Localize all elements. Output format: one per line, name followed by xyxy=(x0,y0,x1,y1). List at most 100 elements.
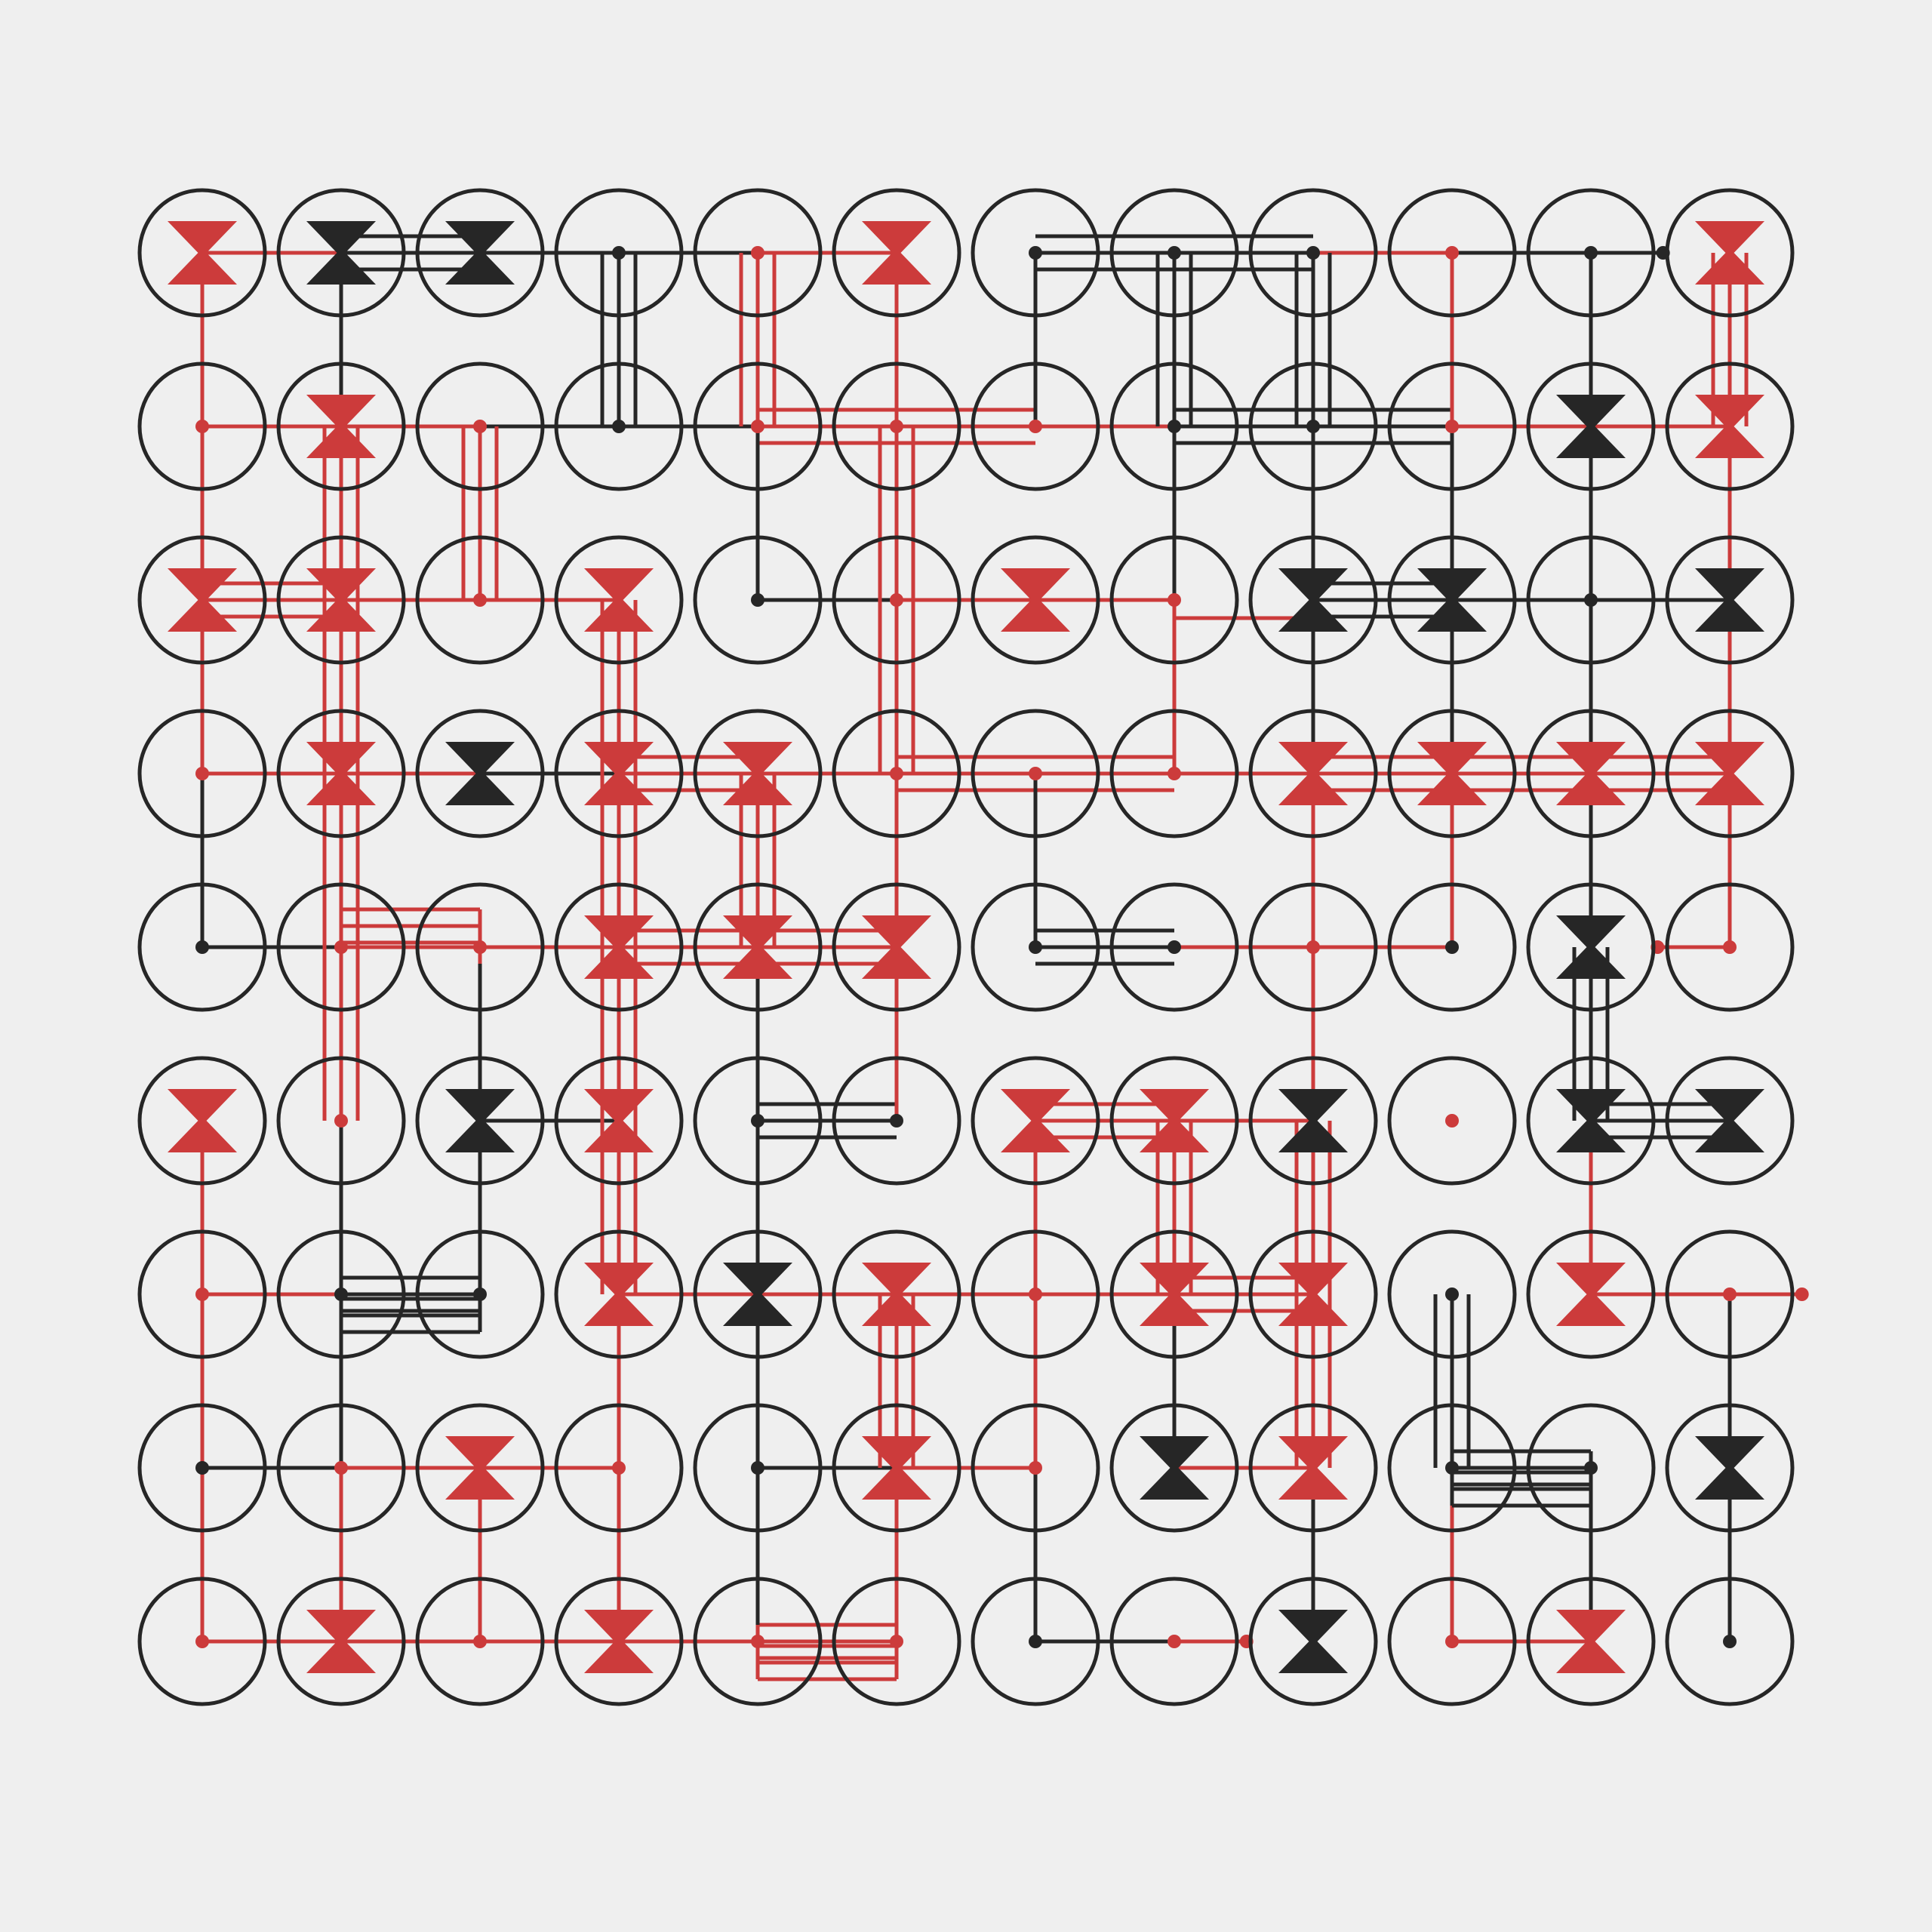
node-dot-glyph xyxy=(1306,940,1320,954)
node-layer xyxy=(137,188,1795,1706)
node-dot-glyph xyxy=(1168,1635,1181,1648)
node-dot-glyph xyxy=(195,1287,209,1301)
node-dot-glyph xyxy=(334,1287,348,1301)
node-circle xyxy=(693,1577,823,1706)
bowtie-glyph xyxy=(862,1436,931,1500)
bowtie-glyph xyxy=(306,395,376,458)
bowtie-glyph xyxy=(306,568,376,632)
node-dot-glyph xyxy=(1445,246,1459,260)
node-circle xyxy=(1526,882,1656,1012)
node-dot-glyph xyxy=(751,420,764,433)
node-circle xyxy=(1665,709,1795,838)
node-circle xyxy=(1387,1229,1517,1359)
bowtie-glyph xyxy=(584,1610,654,1673)
node-circle xyxy=(415,1403,545,1533)
node-circle xyxy=(832,1577,961,1706)
bowtie-glyph xyxy=(1001,568,1070,632)
bowtie-glyph xyxy=(1556,395,1626,458)
bowtie-glyph xyxy=(1140,1263,1209,1326)
bowtie-glyph xyxy=(445,1436,515,1500)
bowtie-glyph xyxy=(306,1610,376,1673)
node-circle xyxy=(1526,1577,1656,1706)
node-circle xyxy=(276,1056,406,1186)
node-circle xyxy=(137,1577,267,1706)
node-circle xyxy=(415,882,545,1012)
node-circle xyxy=(971,361,1100,491)
node-circle xyxy=(693,188,823,318)
node-circle xyxy=(1248,188,1378,318)
node-circle xyxy=(693,709,823,838)
node-circle xyxy=(137,188,267,318)
node-circle xyxy=(1526,535,1656,665)
node-circle xyxy=(276,1577,406,1706)
node-circle xyxy=(415,188,545,318)
node-circle xyxy=(415,1577,545,1706)
bowtie-glyph xyxy=(1140,1436,1209,1500)
bowtie-glyph xyxy=(1556,1263,1626,1326)
node-circle xyxy=(1526,1403,1656,1533)
node-circle xyxy=(276,535,406,665)
bowtie-glyph xyxy=(1278,568,1348,632)
bowtie-glyph xyxy=(1278,1436,1348,1500)
node-circle xyxy=(693,535,823,665)
node-dot-glyph xyxy=(890,767,903,780)
node-dot-glyph xyxy=(1306,420,1320,433)
bowtie-glyph xyxy=(1556,1089,1626,1152)
node-circle xyxy=(971,1056,1100,1186)
node-circle xyxy=(1665,1577,1795,1706)
node-dot-glyph xyxy=(195,940,209,954)
node-circle xyxy=(554,1056,684,1186)
node-circle xyxy=(971,188,1100,318)
bowtie-glyph xyxy=(1556,1610,1626,1673)
bowtie-glyph xyxy=(584,915,654,979)
bowtie-glyph xyxy=(445,1089,515,1152)
node-circle xyxy=(1248,1577,1378,1706)
node-circle xyxy=(971,535,1100,665)
node-circle xyxy=(1387,535,1517,665)
node-circle xyxy=(1387,1056,1517,1186)
node-circle xyxy=(1248,1403,1378,1533)
node-dot-glyph xyxy=(612,1461,626,1475)
node-circle xyxy=(832,709,961,838)
bowtie-glyph xyxy=(1695,395,1764,458)
node-circle xyxy=(1248,361,1378,491)
node-circle xyxy=(554,188,684,318)
node-dot-glyph xyxy=(195,1461,209,1475)
node-circle xyxy=(832,535,961,665)
glyph-layer xyxy=(168,221,1764,1673)
node-circle xyxy=(971,709,1100,838)
node-circle xyxy=(1665,1403,1795,1533)
node-circle xyxy=(1248,709,1378,838)
bowtie-glyph xyxy=(862,221,931,285)
node-circle xyxy=(971,1403,1100,1533)
bowtie-glyph xyxy=(1556,742,1626,805)
node-circle xyxy=(1387,882,1517,1012)
node-dot-glyph xyxy=(1445,1114,1459,1128)
node-circle xyxy=(1526,709,1656,838)
node-dot-glyph xyxy=(334,1461,348,1475)
node-circle xyxy=(1665,1056,1795,1186)
node-circle xyxy=(276,709,406,838)
node-circle xyxy=(415,535,545,665)
node-dot-glyph xyxy=(612,420,626,433)
node-circle xyxy=(1387,1403,1517,1533)
node-dot-glyph xyxy=(612,246,626,260)
node-circle xyxy=(1109,1229,1239,1359)
node-dot-glyph xyxy=(1445,420,1459,433)
node-dot-glyph xyxy=(1168,246,1181,260)
node-dot-glyph xyxy=(890,1635,903,1648)
bowtie-glyph xyxy=(1695,1436,1764,1500)
node-circle xyxy=(276,361,406,491)
node-circle xyxy=(1109,361,1239,491)
node-circle xyxy=(554,1577,684,1706)
node-dot-glyph xyxy=(1723,940,1737,954)
node-circle xyxy=(1387,188,1517,318)
node-dot-glyph xyxy=(1584,593,1598,607)
node-circle xyxy=(554,535,684,665)
node-dot-glyph xyxy=(473,420,487,433)
node-dot-glyph xyxy=(751,246,764,260)
stub-terminal-dot xyxy=(1795,1287,1809,1301)
node-dot-glyph xyxy=(195,767,209,780)
